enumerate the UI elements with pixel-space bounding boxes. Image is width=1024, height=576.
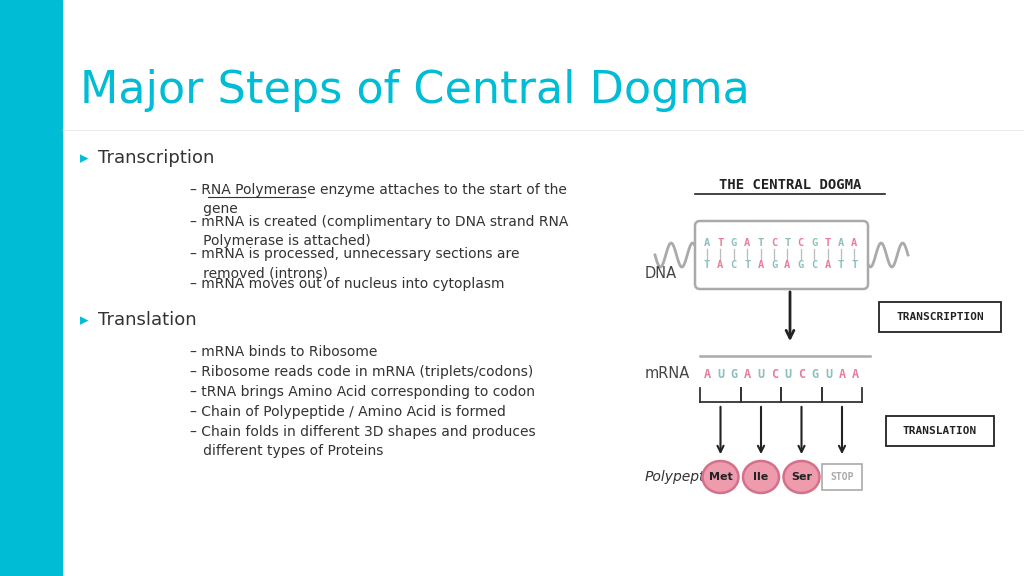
- FancyBboxPatch shape: [695, 221, 868, 289]
- Text: G: G: [798, 260, 804, 270]
- Text: – Chain folds in different 3D shapes and produces
   different types of Proteins: – Chain folds in different 3D shapes and…: [190, 425, 536, 458]
- Text: T: T: [824, 238, 830, 248]
- Text: C: C: [811, 260, 817, 270]
- Text: A: A: [717, 260, 724, 270]
- Text: Ser: Ser: [791, 472, 812, 482]
- Text: U: U: [758, 367, 765, 381]
- Ellipse shape: [743, 461, 779, 493]
- Text: TRANSLATION: TRANSLATION: [903, 426, 977, 435]
- Text: A: A: [703, 238, 710, 248]
- Text: A: A: [744, 238, 751, 248]
- Text: – mRNA is processed, unnecessary sections are
   removed (introns): – mRNA is processed, unnecessary section…: [190, 247, 519, 281]
- Text: T: T: [784, 238, 791, 248]
- Bar: [0, 0, 62, 576]
- Text: STOP: STOP: [830, 472, 854, 482]
- Text: C: C: [798, 238, 804, 248]
- Text: Met: Met: [709, 472, 732, 482]
- Text: A: A: [758, 260, 764, 270]
- Text: T: T: [703, 260, 710, 270]
- Ellipse shape: [702, 461, 738, 493]
- Text: Major Steps of Central Dogma: Major Steps of Central Dogma: [80, 69, 750, 112]
- Text: ▸: ▸: [80, 311, 88, 329]
- Text: A: A: [824, 260, 830, 270]
- Ellipse shape: [783, 461, 819, 493]
- FancyBboxPatch shape: [879, 301, 1001, 332]
- Text: A: A: [839, 367, 846, 381]
- Text: C: C: [798, 367, 805, 381]
- Text: C: C: [771, 367, 778, 381]
- Text: A: A: [703, 367, 711, 381]
- Text: A: A: [852, 367, 859, 381]
- Text: – mRNA moves out of nucleus into cytoplasm: – mRNA moves out of nucleus into cytopla…: [190, 277, 505, 291]
- Text: DNA: DNA: [645, 266, 677, 281]
- Text: mRNA: mRNA: [645, 366, 690, 381]
- Text: Polypeptide: Polypeptide: [645, 470, 727, 484]
- Text: Transcription: Transcription: [98, 149, 214, 167]
- Text: TRANSCRIPTION: TRANSCRIPTION: [896, 312, 984, 321]
- Text: C: C: [731, 260, 737, 270]
- Text: G: G: [811, 238, 817, 248]
- Text: Translation: Translation: [98, 311, 197, 329]
- Text: Ile: Ile: [754, 472, 769, 482]
- Text: U: U: [784, 367, 792, 381]
- Text: T: T: [744, 260, 751, 270]
- Text: T: T: [851, 260, 857, 270]
- Text: THE CENTRAL DOGMA: THE CENTRAL DOGMA: [719, 178, 861, 192]
- Text: U: U: [825, 367, 833, 381]
- Text: C: C: [771, 238, 777, 248]
- Text: G: G: [731, 238, 737, 248]
- Text: – mRNA binds to Ribosome: – mRNA binds to Ribosome: [190, 345, 378, 359]
- Text: – tRNA brings Amino Acid corresponding to codon: – tRNA brings Amino Acid corresponding t…: [190, 385, 535, 399]
- Text: – RNA Polymerase enzyme attaches to the start of the
   gene: – RNA Polymerase enzyme attaches to the …: [190, 183, 567, 217]
- Text: – Chain of Polypeptide / Amino Acid is formed: – Chain of Polypeptide / Amino Acid is f…: [190, 405, 506, 419]
- Text: A: A: [838, 238, 844, 248]
- Text: A: A: [851, 238, 857, 248]
- Text: T: T: [838, 260, 844, 270]
- Text: – mRNA is created (complimentary to DNA strand RNA
   Polymerase is attached): – mRNA is created (complimentary to DNA …: [190, 215, 568, 248]
- FancyBboxPatch shape: [822, 464, 862, 490]
- Text: A: A: [744, 367, 751, 381]
- Text: G: G: [730, 367, 737, 381]
- Text: U: U: [717, 367, 724, 381]
- Text: G: G: [771, 260, 777, 270]
- Text: ▸: ▸: [80, 149, 88, 167]
- Text: G: G: [811, 367, 818, 381]
- Text: T: T: [717, 238, 724, 248]
- FancyBboxPatch shape: [886, 415, 994, 445]
- Text: A: A: [784, 260, 791, 270]
- Text: T: T: [758, 238, 764, 248]
- Text: – Ribosome reads code in mRNA (triplets/codons): – Ribosome reads code in mRNA (triplets/…: [190, 365, 534, 379]
